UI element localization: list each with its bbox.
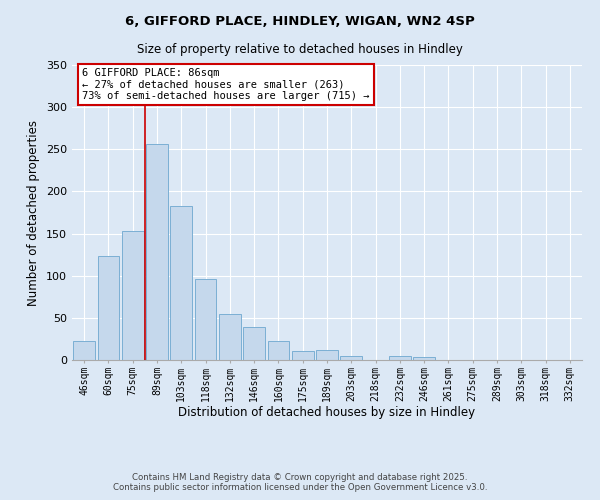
- Text: Size of property relative to detached houses in Hindley: Size of property relative to detached ho…: [137, 42, 463, 56]
- Bar: [316, 350, 338, 360]
- Bar: [146, 144, 168, 360]
- Bar: [219, 314, 241, 360]
- Text: 6 GIFFORD PLACE: 86sqm
← 27% of detached houses are smaller (263)
73% of semi-de: 6 GIFFORD PLACE: 86sqm ← 27% of detached…: [82, 68, 370, 101]
- Bar: [122, 231, 143, 360]
- Bar: [292, 350, 314, 360]
- Bar: [389, 356, 411, 360]
- Bar: [170, 206, 192, 360]
- Bar: [243, 327, 265, 360]
- Y-axis label: Number of detached properties: Number of detached properties: [28, 120, 40, 306]
- Bar: [97, 256, 119, 360]
- X-axis label: Distribution of detached houses by size in Hindley: Distribution of detached houses by size …: [178, 406, 476, 420]
- Bar: [73, 342, 95, 360]
- Bar: [413, 356, 435, 360]
- Bar: [268, 342, 289, 360]
- Bar: [194, 279, 217, 360]
- Text: Contains HM Land Registry data © Crown copyright and database right 2025.
Contai: Contains HM Land Registry data © Crown c…: [113, 473, 487, 492]
- Bar: [340, 356, 362, 360]
- Text: 6, GIFFORD PLACE, HINDLEY, WIGAN, WN2 4SP: 6, GIFFORD PLACE, HINDLEY, WIGAN, WN2 4S…: [125, 15, 475, 28]
